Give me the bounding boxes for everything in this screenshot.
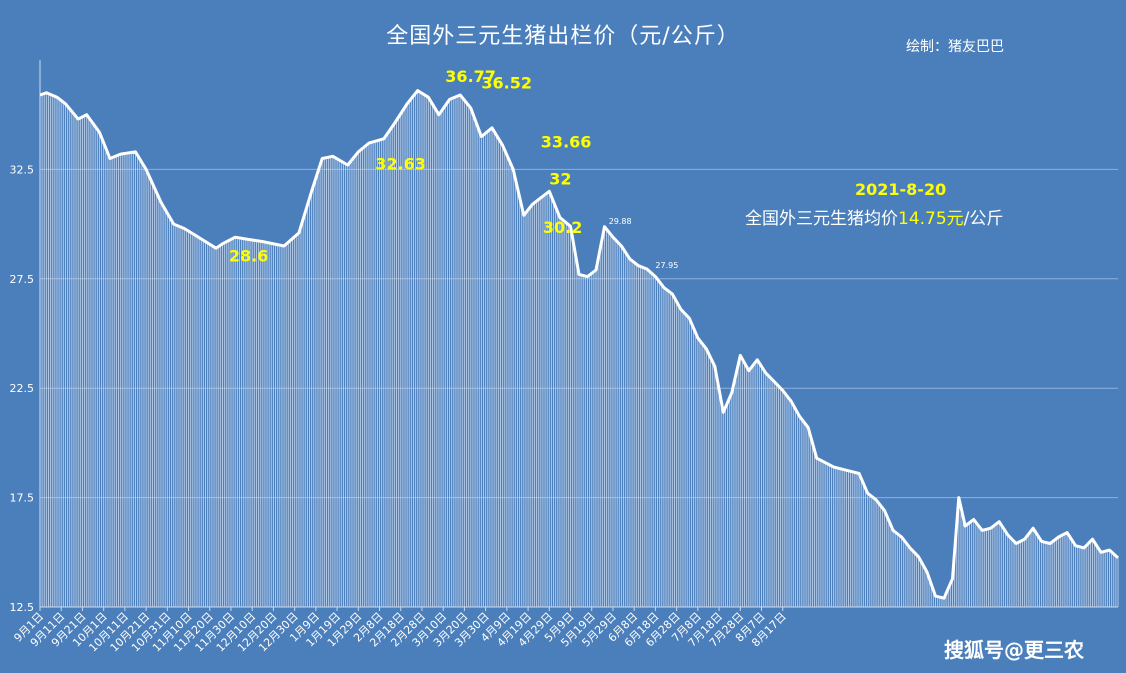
y-tick-label: 27.5: [10, 273, 35, 286]
x-axis: 9月1日9月11日9月21日10月1日10月11日10月21日10月31日11月…: [11, 607, 789, 654]
annotation-price: 14.75元: [898, 209, 964, 229]
area-fill: [39, 90, 1119, 607]
watermark: 搜狐号@更三农: [944, 638, 1084, 662]
y-tick-label: 12.5: [10, 601, 35, 614]
data-label: 28.6: [229, 246, 268, 265]
annotation-text: 全国外三元生猪均价14.75元/公斤: [745, 204, 1003, 229]
y-tick-label: 17.5: [10, 492, 35, 505]
data-label: 36.52: [481, 73, 532, 92]
data-label: 32: [549, 170, 571, 189]
data-label: 27.95: [655, 261, 678, 270]
price-line: [39, 89, 1120, 600]
annotation-prefix: 全国外三元生猪均价: [745, 209, 898, 229]
data-label: 33.66: [541, 133, 592, 152]
credit-label: 绘制：猪友巴巴: [906, 39, 1004, 55]
data-label: 30.2: [543, 218, 582, 237]
price-line-path: [39, 89, 1120, 600]
data-label: 29.88: [609, 217, 632, 226]
y-axis: 12.5 17.5 22.5 27.5 32.5: [10, 163, 35, 614]
annotation-date: 2021-8-20: [855, 180, 947, 199]
data-label: 36.77: [445, 67, 496, 86]
annotation-suffix: /公斤: [963, 209, 1004, 229]
data-label: 32.63: [375, 154, 426, 173]
y-tick-label: 22.5: [10, 382, 35, 395]
y-tick-label: 32.5: [10, 163, 35, 176]
chart-title: 全国外三元生猪出栏价（元/公斤）: [386, 24, 740, 49]
